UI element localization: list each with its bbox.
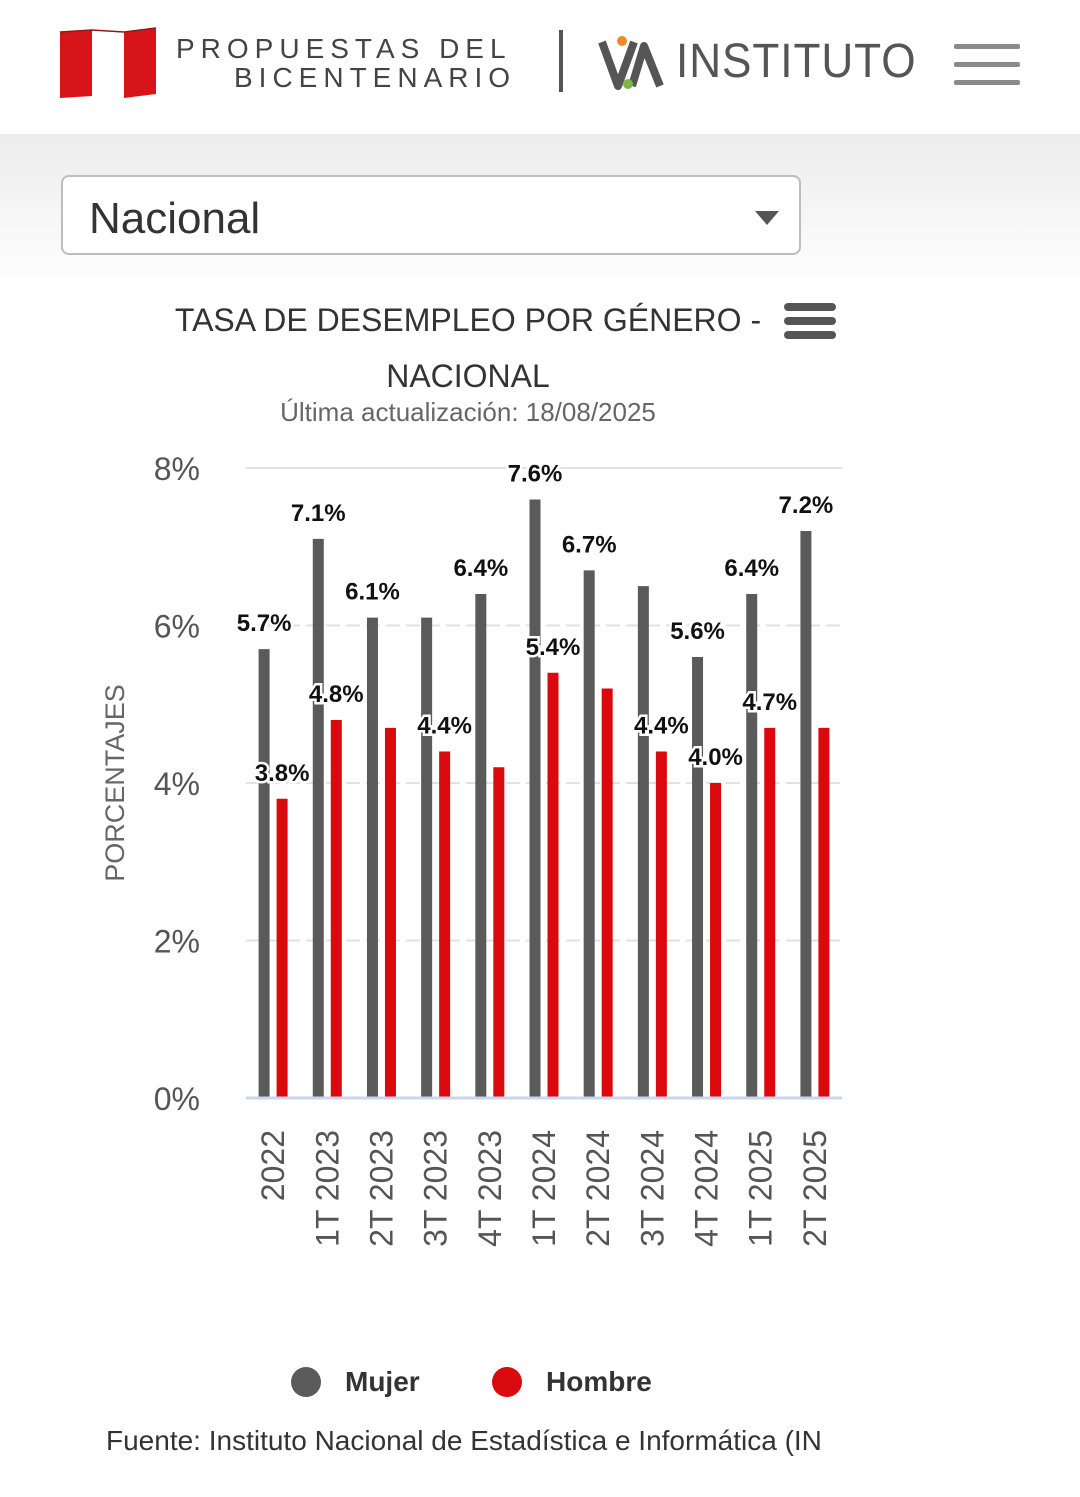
data-label-mujer: 6.4%	[724, 555, 779, 582]
data-label-mujer: 7.6%	[508, 461, 563, 488]
bar-hombre[interactable]	[276, 798, 288, 1098]
bar-mujer[interactable]	[475, 594, 487, 1098]
x-tick-label: 3T 2024	[634, 1130, 670, 1247]
hamburger-icon[interactable]	[954, 44, 1020, 88]
y-axis-title: PORCENTAJES	[100, 684, 130, 882]
bar-mujer[interactable]	[583, 570, 595, 1098]
bar-hombre[interactable]	[655, 751, 667, 1099]
chevron-down-icon	[755, 211, 779, 225]
bar-mujer[interactable]	[692, 657, 704, 1098]
data-label-hombre: 4.4%	[417, 713, 472, 740]
chart-source: Fuente: Instituto Nacional de Estadístic…	[106, 1425, 822, 1456]
x-tick-label: 4T 2023	[472, 1130, 508, 1247]
x-tick-label: 3T 2023	[418, 1130, 454, 1247]
data-label-mujer: 6.7%	[562, 531, 617, 558]
bar-hombre[interactable]	[493, 767, 505, 1098]
data-label-hombre: 5.4%	[526, 634, 581, 661]
data-label-mujer: 7.2%	[779, 492, 834, 519]
x-tick-label: 1T 2023	[309, 1130, 345, 1247]
brand-name[interactable]: PROPUESTAS DEL BICENTENARIO	[176, 34, 516, 92]
header-divider	[559, 30, 563, 92]
bar-mujer[interactable]	[529, 499, 541, 1099]
data-label-hombre: 4.0%	[688, 744, 743, 771]
chart-title: TASA DE DESEMPLEO POR GÉNERO - NACIONAL	[110, 292, 826, 404]
y-tick-label: 0%	[154, 1081, 200, 1117]
data-label-mujer: 5.6%	[670, 618, 725, 645]
data-label-mujer: 6.4%	[453, 555, 508, 582]
region-select-value: Nacional	[89, 194, 261, 243]
bar-mujer[interactable]	[800, 531, 812, 1098]
bar-mujer[interactable]	[366, 617, 378, 1098]
bar-hombre[interactable]	[384, 727, 396, 1098]
data-label-mujer: 6.1%	[345, 579, 400, 606]
legend-label-mujer: Mujer	[345, 1366, 420, 1397]
y-tick-label: 8%	[154, 451, 200, 487]
data-label-hombre: 4.7%	[742, 689, 797, 716]
bar-hombre[interactable]	[818, 727, 830, 1098]
instituto-logo-icon[interactable]	[598, 34, 664, 92]
legend-item-hombre[interactable]: Hombre	[492, 1362, 652, 1402]
y-tick-label: 2%	[154, 924, 200, 960]
data-label-hombre: 3.8%	[255, 760, 310, 787]
x-tick-label: 1T 2025	[743, 1130, 779, 1247]
region-select[interactable]: Nacional	[61, 175, 801, 255]
brand-line-2: BICENTENARIO	[234, 62, 517, 93]
data-label-hombre: 4.4%	[634, 713, 689, 740]
bar-mujer[interactable]	[312, 538, 324, 1098]
bar-mujer[interactable]	[637, 586, 649, 1098]
legend-item-mujer[interactable]: Mujer	[291, 1362, 420, 1402]
legend-swatch-hombre	[492, 1367, 522, 1397]
bar-mujer[interactable]	[258, 649, 270, 1098]
peru-flag-logo[interactable]	[58, 26, 158, 100]
unemployment-chart: 0% 2% 4% 6% 8% PORCENTAJES 2022 1T 2023 2T 2023 3…	[100, 451, 842, 1247]
bar-hombre[interactable]	[439, 751, 451, 1099]
chart-menu-icon[interactable]	[784, 303, 836, 343]
bar-hombre[interactable]	[710, 783, 722, 1098]
x-tick-label: 1T 2024	[526, 1130, 562, 1247]
x-tick-label: 4T 2024	[689, 1130, 725, 1247]
site-header: PROPUESTAS DEL BICENTENARIO INSTITUTO	[0, 0, 1080, 134]
legend-label-hombre: Hombre	[546, 1366, 652, 1397]
bar-mujer[interactable]	[746, 594, 758, 1098]
chart-title-line-1: TASA DE DESEMPLEO POR GÉNERO -	[174, 302, 762, 338]
x-tick-label: 2T 2023	[363, 1130, 399, 1247]
chart-title-line-2: NACIONAL	[386, 358, 550, 394]
x-tick-label: 2T 2025	[797, 1130, 833, 1247]
brand-line-1: PROPUESTAS DEL	[176, 33, 512, 64]
y-tick-label: 6%	[154, 609, 200, 645]
institute-name[interactable]: INSTITUTO	[676, 35, 917, 88]
x-tick-label: 2022	[255, 1130, 291, 1201]
bar-mujer[interactable]	[421, 617, 433, 1098]
bar-hombre[interactable]	[547, 672, 559, 1098]
chart-legend: Mujer Hombre	[0, 1362, 1080, 1402]
bar-hombre[interactable]	[764, 727, 776, 1098]
chart-subtitle: Última actualización: 18/08/2025	[280, 397, 656, 427]
data-label-hombre: 4.8%	[309, 681, 364, 708]
y-tick-label: 4%	[154, 766, 200, 802]
data-label-mujer: 7.1%	[291, 500, 346, 527]
bar-hombre[interactable]	[601, 688, 613, 1099]
legend-swatch-mujer	[291, 1367, 321, 1397]
x-tick-label: 2T 2024	[580, 1130, 616, 1247]
data-label-mujer: 5.7%	[237, 610, 292, 637]
bar-hombre[interactable]	[330, 720, 342, 1098]
